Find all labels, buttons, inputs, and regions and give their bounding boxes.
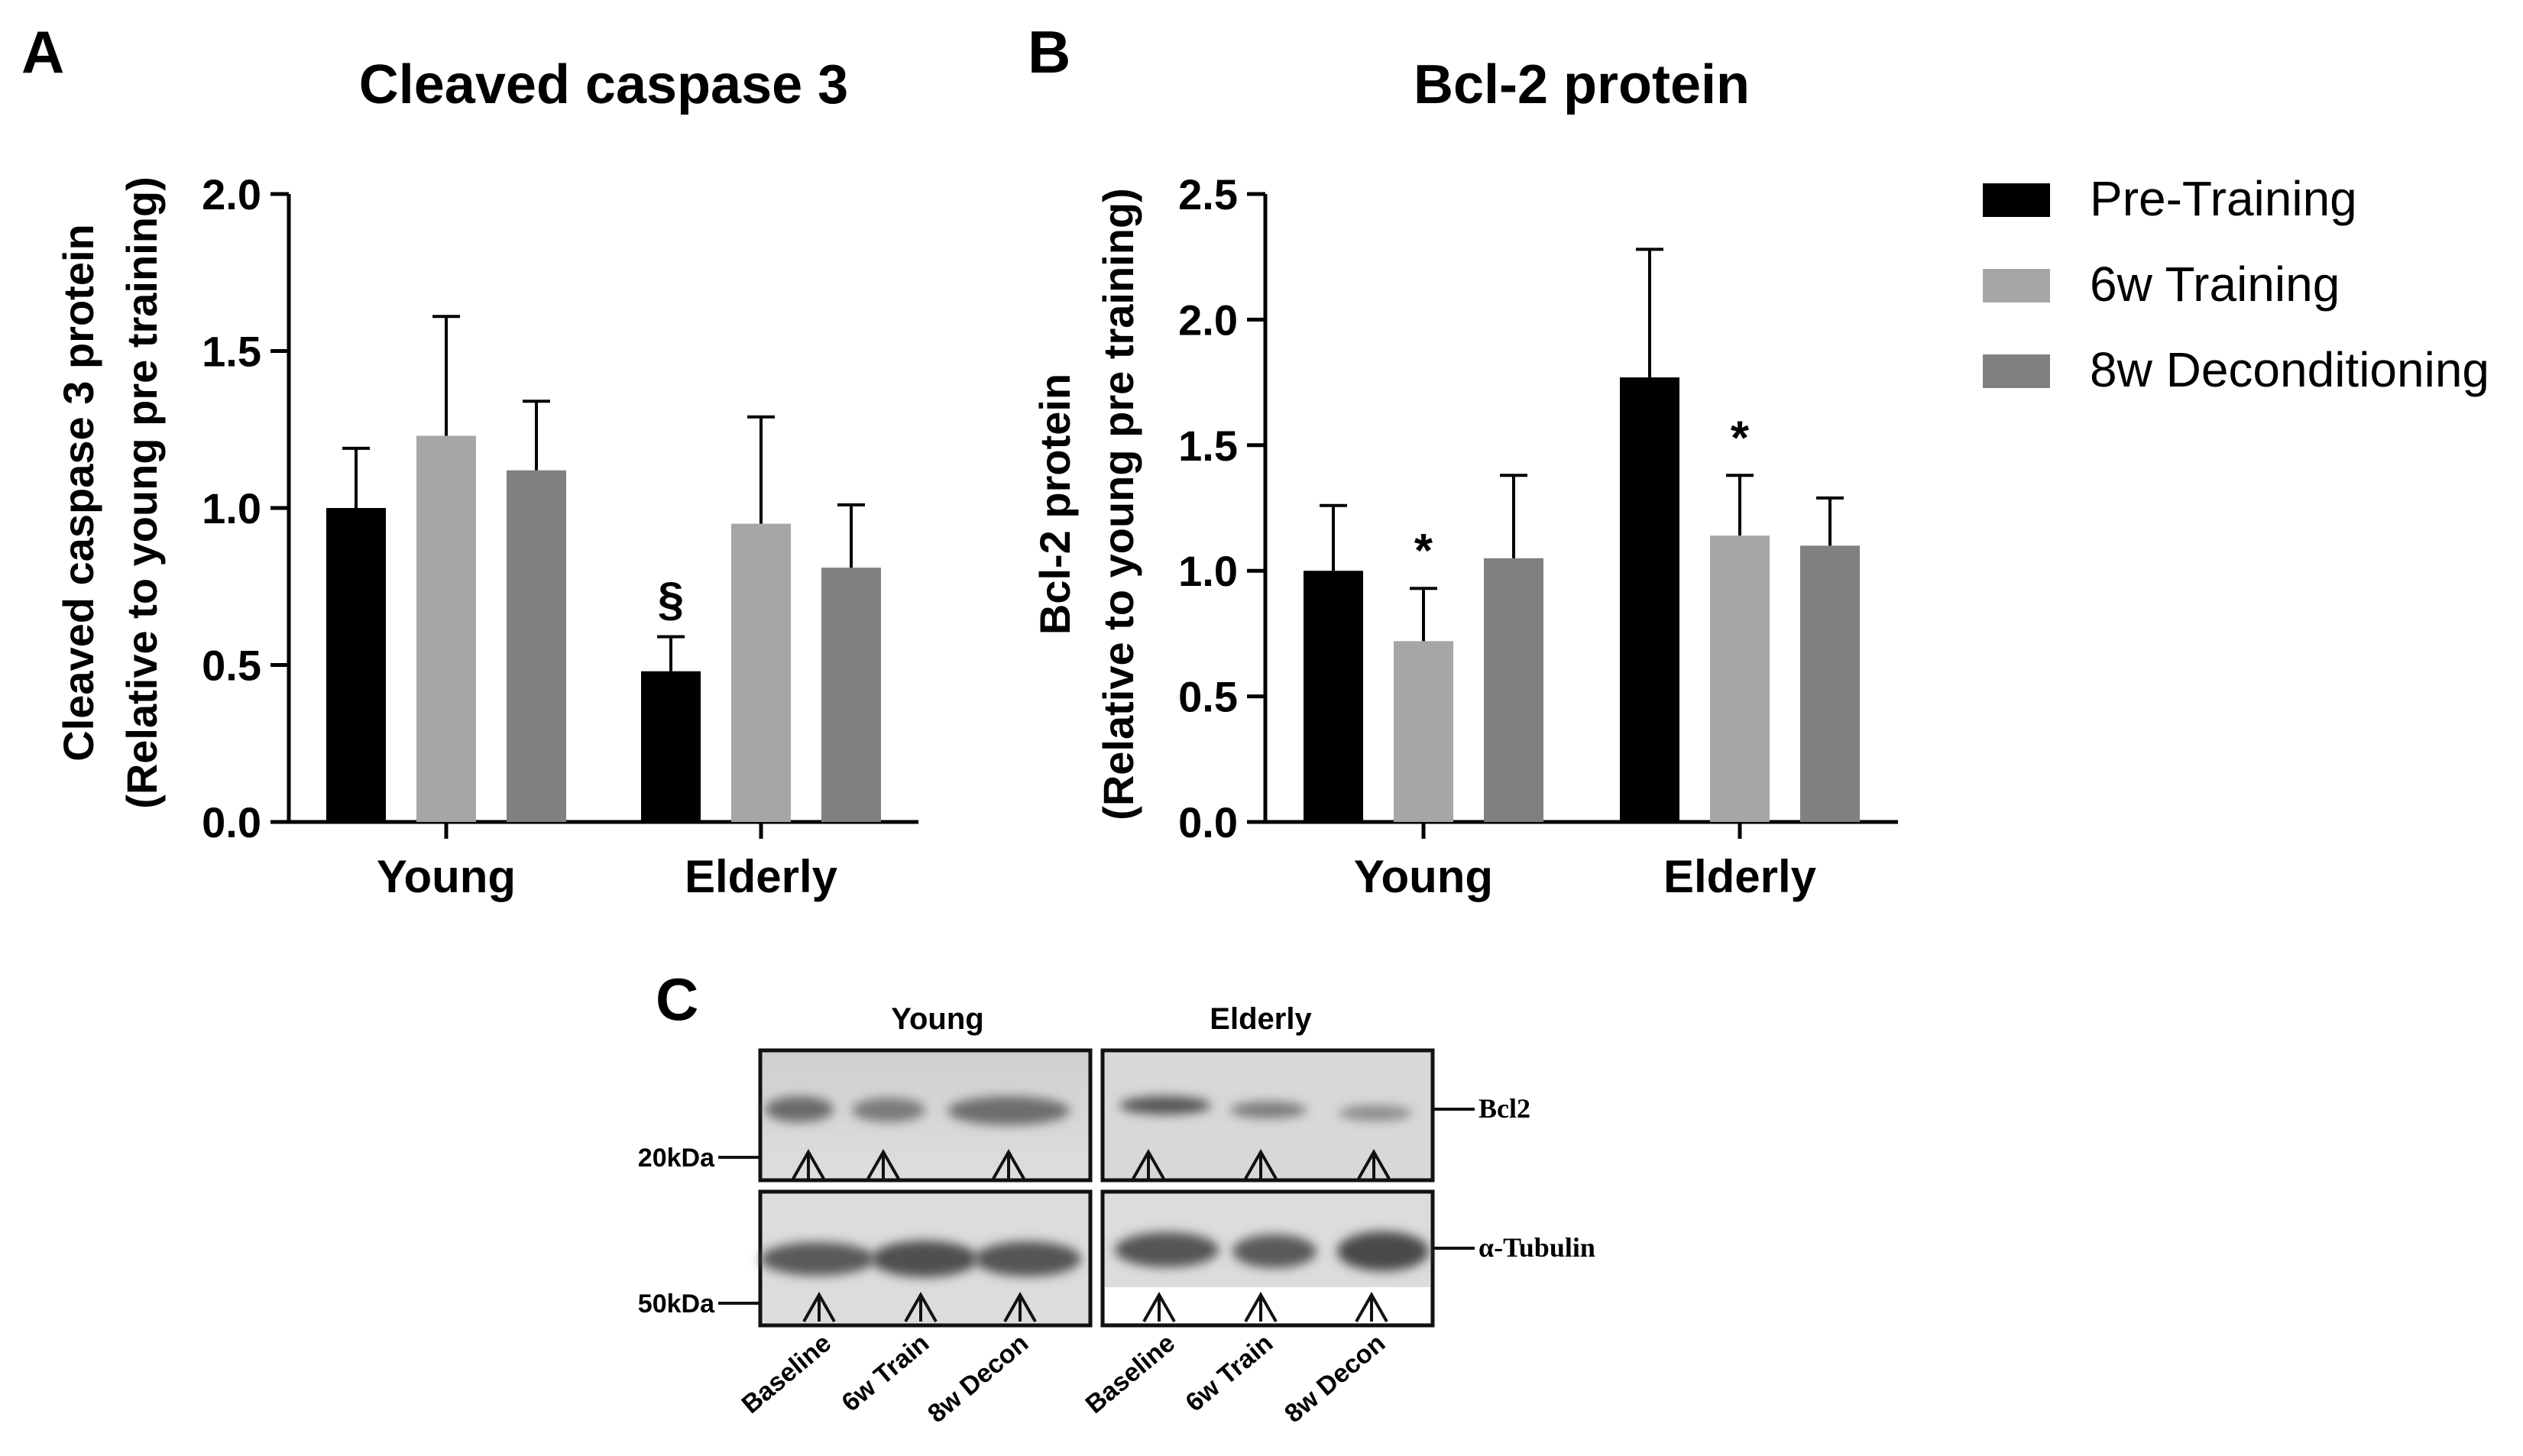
band-tubulin-elderly-6w: [1232, 1234, 1317, 1268]
chart-b-y-tick-label: 2.0: [1178, 296, 1238, 344]
band-bcl2-elderly-6w: [1230, 1102, 1307, 1118]
blot-group-label-young: Young: [891, 1002, 983, 1036]
band-tubulin-young-baseline: [760, 1242, 875, 1276]
chart-b-y-tick-label: 2.5: [1178, 170, 1238, 218]
chart-b-y-tick-label: 0.0: [1178, 798, 1238, 846]
chart-a-bar-young-6w-training: [416, 435, 476, 822]
chart-a-y-tick-label: 1.0: [202, 484, 261, 532]
chart-a-plot: 0.0 0.5 1.0 1.5 2.0 Young Elderly §: [202, 170, 918, 902]
marker-50kda-label: 50kDa: [638, 1289, 715, 1318]
chart-a-y-tick-label: 0.0: [202, 798, 261, 846]
lane-label-elderly-8w: 8w Decon: [1279, 1328, 1391, 1428]
chart-b-bar-young-8w-deconditioning: [1484, 558, 1543, 822]
band-tubulin-elderly-baseline: [1115, 1232, 1219, 1267]
chart-a-y-tick-label: 2.0: [202, 170, 261, 218]
chart-b-y-tick-label: 1.5: [1178, 422, 1238, 470]
lane-label-elderly-6w: 6w Train: [1180, 1328, 1278, 1418]
chart-b-ylabel-line2: (Relative to young pre training): [1094, 188, 1142, 820]
band-tubulin-young-8w: [974, 1241, 1081, 1276]
band-bcl2-elderly-baseline: [1119, 1096, 1211, 1115]
chart-b-title: Bcl-2 protein: [1414, 54, 1750, 115]
chart-a-bar-young-pre-training: [326, 508, 386, 822]
chart-a-ylabel-line2: (Relative to young pre training): [118, 176, 166, 809]
band-tubulin-elderly-8w: [1337, 1231, 1429, 1271]
chart-b-category-label-elderly: Elderly: [1663, 851, 1817, 902]
chart-b-bar-young-pre-training: [1304, 571, 1363, 822]
chart-a-bar-young-8w-deconditioning: [507, 470, 566, 822]
panel-letter-a: A: [21, 18, 64, 86]
panel-letter-c: C: [656, 966, 698, 1033]
chart-b-category-label-young: Young: [1354, 851, 1493, 902]
marker-20kda-label: 20kDa: [638, 1144, 715, 1173]
band-bcl2-young-baseline: [765, 1096, 834, 1122]
chart-a-y-tick-label: 0.5: [202, 642, 261, 690]
chart-b-bar-elderly-6w-training: [1710, 535, 1770, 822]
band-label-bcl2: Bcl2: [1478, 1093, 1530, 1124]
chart-a-category-label-young: Young: [377, 851, 516, 902]
chart-b-bar-elderly-8w-deconditioning: [1800, 545, 1860, 822]
arrow-icons-bcl2-row: [792, 1148, 1391, 1179]
chart-b-bar-elderly-pre-training: [1620, 377, 1679, 822]
band-bcl2-elderly-8w: [1339, 1105, 1412, 1121]
legend-label-8w-deconditioning: 8w Deconditioning: [2090, 342, 2489, 397]
chart-a-ylabel-line1: Cleaved caspase 3 protein: [54, 224, 102, 761]
lane-label-elderly-baseline: Baseline: [1080, 1328, 1181, 1419]
lane-label-young-8w: 8w Decon: [922, 1328, 1034, 1428]
western-blot: Young Elderly 20kDa Bcl2: [638, 1002, 1595, 1428]
chart-b-significance-mark-elderly-6w-training: *: [1731, 412, 1750, 464]
chart-a-bar-elderly-pre-training: [641, 671, 701, 822]
lane-label-young-6w: 6w Train: [836, 1328, 934, 1418]
legend-label-pre-training: Pre-Training: [2090, 171, 2357, 226]
chart-b-y-tick-label: 1.0: [1178, 547, 1238, 595]
chart-b-significance-mark-young-6w-training: *: [1414, 525, 1433, 578]
chart-a-significance-mark-elderly-pre-training: §: [658, 574, 684, 626]
legend-label-6w-training: 6w Training: [2090, 257, 2340, 312]
chart-a-title: Cleaved caspase 3: [359, 54, 848, 115]
panel-letter-b: B: [1028, 18, 1070, 86]
band-tubulin-young-6w: [871, 1241, 978, 1277]
band-bcl2-young-8w: [947, 1096, 1070, 1125]
chart-a-bar-elderly-8w-deconditioning: [821, 568, 881, 822]
chart-b-plot: 0.0 0.5 1.0 1.5 2.0 2.5 Young * Elderly *: [1178, 170, 1898, 902]
chart-b-ylabel-line1: Bcl-2 protein: [1031, 374, 1079, 635]
legend-swatch-8w-deconditioning: [1983, 354, 2050, 388]
legend-swatch-pre-training: [1983, 183, 2050, 217]
chart-b-bar-young-6w-training: [1394, 641, 1453, 822]
lane-label-young-baseline: Baseline: [737, 1328, 837, 1419]
legend: Pre-Training 6w Training 8w Deconditioni…: [1983, 171, 2489, 397]
chart-a-y-tick-label: 1.5: [202, 328, 261, 376]
chart-a-category-label-elderly: Elderly: [685, 851, 838, 902]
chart-a-bar-elderly-6w-training: [731, 523, 791, 822]
band-bcl2-young-6w: [852, 1098, 925, 1122]
arrow-icons-tubulin-row: [802, 1291, 1388, 1322]
blot-group-label-elderly: Elderly: [1210, 1002, 1312, 1036]
legend-swatch-6w-training: [1983, 269, 2050, 303]
band-label-tubulin: α-Tubulin: [1478, 1232, 1595, 1263]
chart-b-y-tick-label: 0.5: [1178, 673, 1238, 721]
